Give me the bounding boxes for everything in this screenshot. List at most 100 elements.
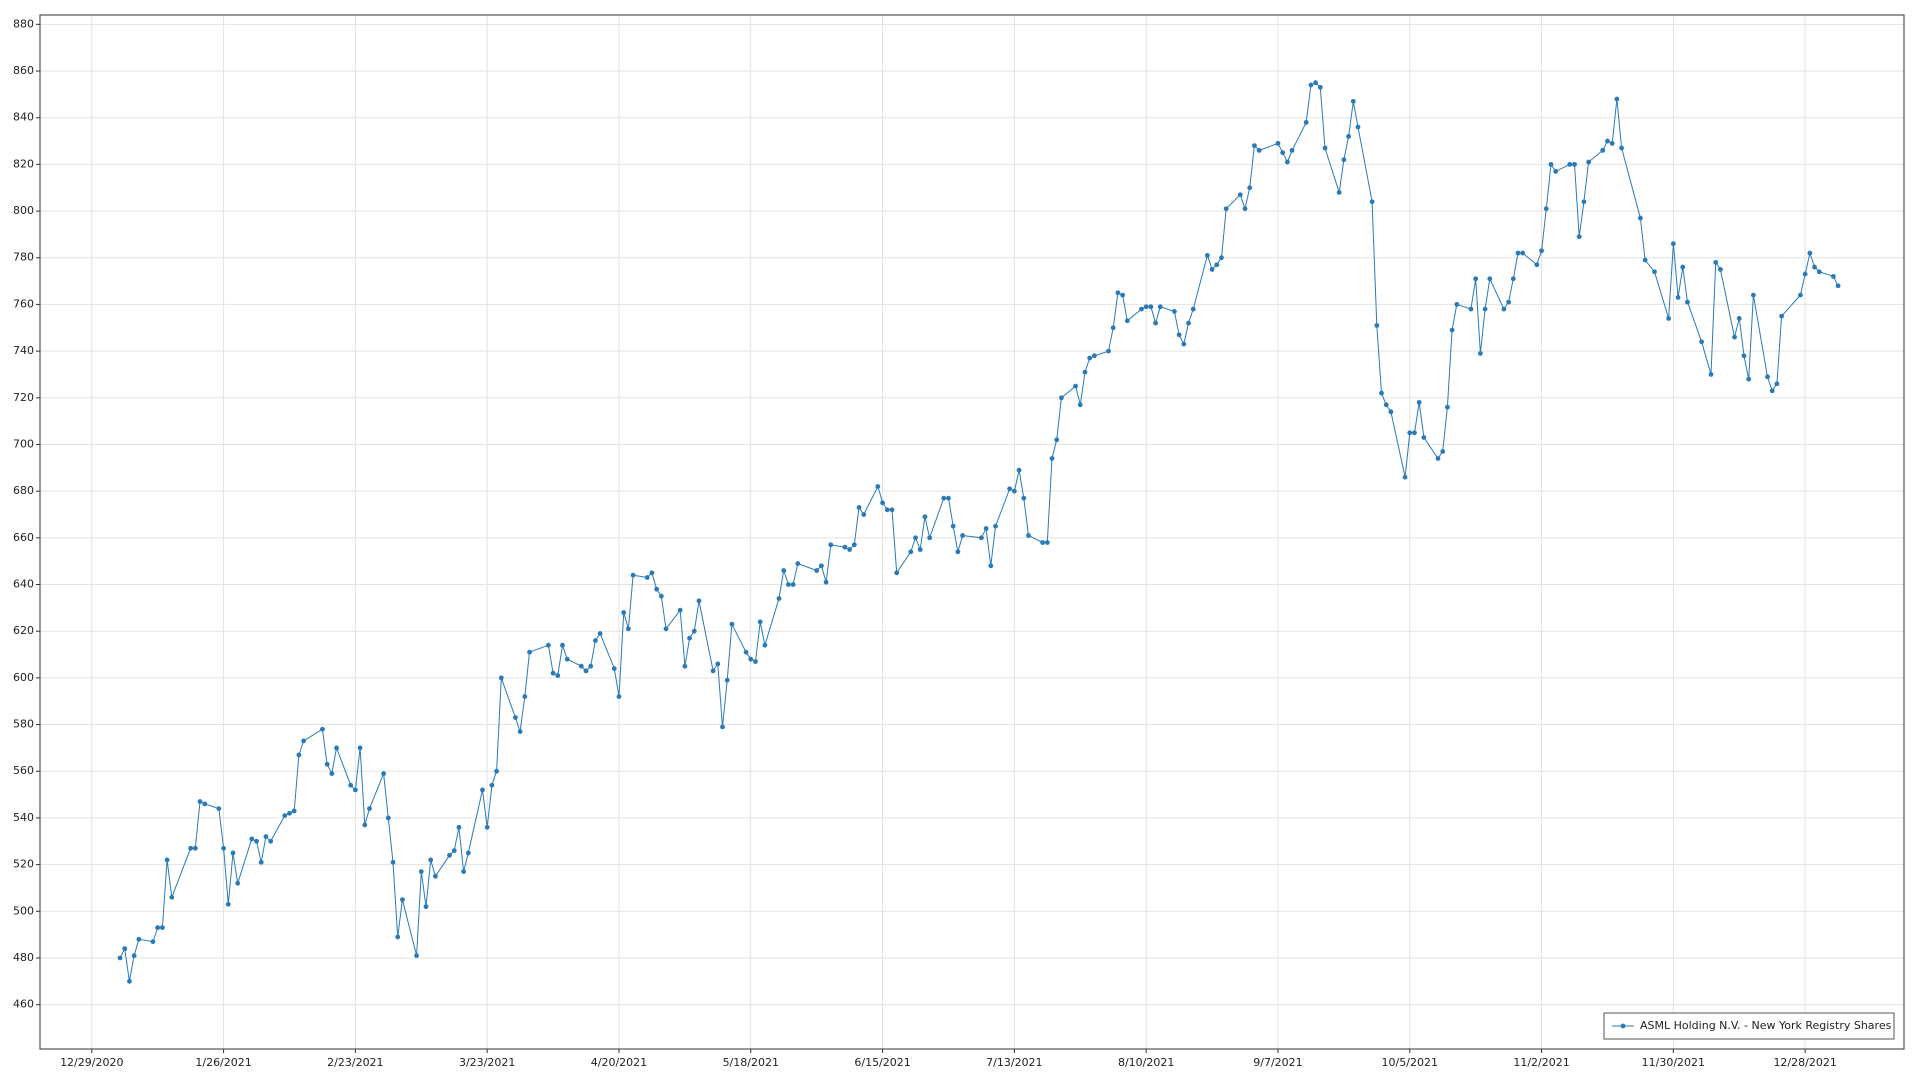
price-point bbox=[1317, 84, 1323, 90]
price-point bbox=[993, 523, 998, 529]
price-line bbox=[119, 82, 1839, 982]
price-point bbox=[555, 673, 561, 678]
price-point bbox=[1567, 161, 1573, 167]
y-tick-label: 800 bbox=[13, 204, 34, 217]
price-point bbox=[1572, 161, 1577, 167]
price-point bbox=[597, 631, 603, 636]
price-point bbox=[663, 626, 669, 632]
y-tick-label: 860 bbox=[13, 64, 34, 77]
price-point bbox=[1280, 150, 1286, 156]
price-point bbox=[1746, 376, 1752, 382]
price-point bbox=[1605, 138, 1610, 144]
price-point bbox=[1407, 430, 1413, 436]
price-point bbox=[498, 675, 504, 681]
price-point bbox=[258, 859, 264, 865]
price-point bbox=[1289, 147, 1295, 153]
price-point bbox=[776, 596, 782, 601]
price-point bbox=[1219, 255, 1224, 261]
price-point bbox=[1011, 488, 1017, 494]
price-point bbox=[494, 768, 499, 774]
price-point bbox=[1732, 334, 1737, 340]
price-point bbox=[517, 729, 523, 734]
price-point bbox=[1581, 199, 1587, 205]
y-tick-label: 460 bbox=[13, 998, 34, 1011]
price-point bbox=[1642, 257, 1648, 263]
price-point bbox=[753, 659, 758, 664]
price-point bbox=[677, 607, 683, 613]
price-point bbox=[960, 533, 965, 538]
price-point bbox=[1449, 327, 1455, 333]
price-point bbox=[1209, 267, 1215, 272]
y-tick-label: 780 bbox=[13, 251, 34, 264]
price-point bbox=[301, 738, 306, 744]
price-point bbox=[136, 936, 142, 942]
price-point bbox=[1341, 157, 1347, 163]
price-point bbox=[287, 810, 292, 816]
price-point bbox=[381, 771, 387, 776]
price-point bbox=[192, 845, 198, 851]
price-point bbox=[1256, 147, 1262, 153]
price-point bbox=[1054, 437, 1060, 443]
price-point bbox=[710, 668, 716, 674]
price-point bbox=[828, 542, 834, 548]
price-point bbox=[823, 579, 829, 585]
price-point bbox=[1539, 248, 1544, 254]
x-tick-label: 11/30/2021 bbox=[1642, 1056, 1705, 1069]
price-point bbox=[790, 582, 796, 587]
price-point bbox=[1609, 140, 1615, 146]
price-point bbox=[1237, 192, 1243, 198]
price-point bbox=[1769, 388, 1775, 394]
price-point bbox=[197, 799, 203, 804]
price-point bbox=[795, 561, 801, 566]
price-point bbox=[1473, 276, 1479, 282]
price-point bbox=[1120, 292, 1126, 298]
price-point bbox=[1835, 283, 1841, 289]
x-tick-label: 11/2/2021 bbox=[1513, 1056, 1569, 1069]
price-point bbox=[743, 649, 749, 655]
price-point bbox=[282, 813, 288, 818]
price-point bbox=[1110, 325, 1116, 331]
y-tick-label: 600 bbox=[13, 671, 34, 684]
price-point bbox=[1600, 147, 1606, 153]
price-point bbox=[922, 514, 928, 520]
y-tick-label: 580 bbox=[13, 718, 34, 731]
price-point bbox=[513, 715, 518, 720]
price-point bbox=[122, 946, 128, 952]
price-point bbox=[1487, 276, 1493, 282]
price-point bbox=[908, 549, 914, 555]
price-point bbox=[1157, 304, 1163, 310]
price-point bbox=[1520, 250, 1526, 256]
price-point bbox=[715, 661, 721, 667]
price-point bbox=[1073, 383, 1078, 389]
price-point bbox=[720, 724, 725, 730]
price-point bbox=[1412, 430, 1417, 436]
price-point bbox=[1812, 264, 1817, 270]
price-point bbox=[1468, 306, 1474, 312]
price-point bbox=[1139, 306, 1144, 312]
price-point bbox=[1802, 271, 1808, 277]
price-point bbox=[814, 568, 820, 573]
price-point bbox=[329, 771, 335, 776]
price-point bbox=[1445, 404, 1450, 410]
price-point bbox=[150, 939, 156, 945]
price-point bbox=[131, 953, 137, 959]
price-point bbox=[1247, 185, 1253, 191]
price-point bbox=[856, 505, 862, 510]
legend: ASML Holding N.V. - New York Registry Sh… bbox=[1603, 1012, 1895, 1040]
price-point bbox=[1765, 374, 1770, 380]
price-point bbox=[1534, 262, 1540, 268]
price-point bbox=[1091, 353, 1097, 359]
price-point bbox=[927, 535, 933, 541]
price-point bbox=[1548, 161, 1554, 167]
price-point bbox=[1172, 309, 1177, 314]
price-point bbox=[545, 642, 551, 648]
price-point bbox=[847, 547, 853, 552]
price-point bbox=[1275, 140, 1281, 146]
price-point bbox=[169, 894, 175, 900]
y-tick-label: 500 bbox=[13, 904, 34, 917]
y-tick-label: 680 bbox=[13, 484, 34, 497]
price-point bbox=[748, 656, 754, 662]
price-point bbox=[1350, 98, 1356, 104]
x-tick-label: 12/28/2021 bbox=[1773, 1056, 1836, 1069]
price-point bbox=[1515, 250, 1521, 256]
